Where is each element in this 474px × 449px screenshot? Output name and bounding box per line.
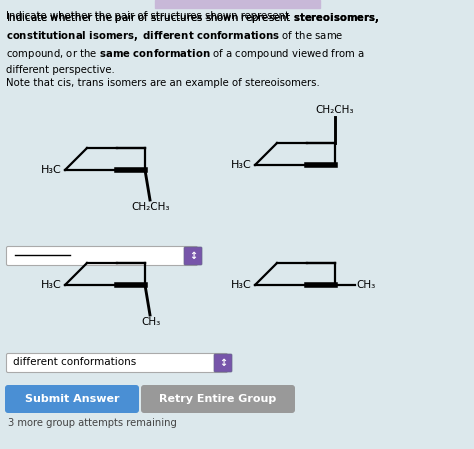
Text: CH₂CH₃: CH₂CH₃	[132, 202, 170, 212]
Text: CH₃: CH₃	[356, 280, 375, 290]
Text: CH₂CH₃: CH₂CH₃	[316, 105, 354, 115]
Text: Retry Entire Group: Retry Entire Group	[159, 394, 277, 404]
Text: different conformations: different conformations	[13, 357, 136, 367]
FancyBboxPatch shape	[7, 247, 198, 265]
Text: H₃C: H₃C	[231, 280, 252, 290]
FancyBboxPatch shape	[7, 353, 228, 373]
Bar	[155, 0, 320, 8]
Text: H₃C: H₃C	[41, 280, 62, 290]
FancyBboxPatch shape	[184, 247, 202, 265]
Text: Indicate whether the pair of structures shown represent $\bf{stereoisomers,}$: Indicate whether the pair of structures …	[6, 11, 380, 25]
Text: Submit Answer: Submit Answer	[25, 394, 119, 404]
FancyBboxPatch shape	[214, 354, 232, 372]
FancyBboxPatch shape	[141, 385, 295, 413]
Text: CH₃: CH₃	[141, 317, 161, 327]
Text: 3 more group attempts remaining: 3 more group attempts remaining	[8, 418, 177, 428]
Text: ↕: ↕	[189, 251, 197, 261]
FancyBboxPatch shape	[5, 385, 139, 413]
Text: Indicate whether the pair of structures shown represent $\bf{stereoisomers,}$
$\: Indicate whether the pair of structures …	[6, 11, 380, 88]
Text: Indicate whether the pair of structures shown represent: Indicate whether the pair of structures …	[6, 11, 292, 21]
Text: H₃C: H₃C	[41, 165, 62, 175]
Text: ↕: ↕	[219, 358, 227, 368]
Text: H₃C: H₃C	[231, 160, 252, 170]
